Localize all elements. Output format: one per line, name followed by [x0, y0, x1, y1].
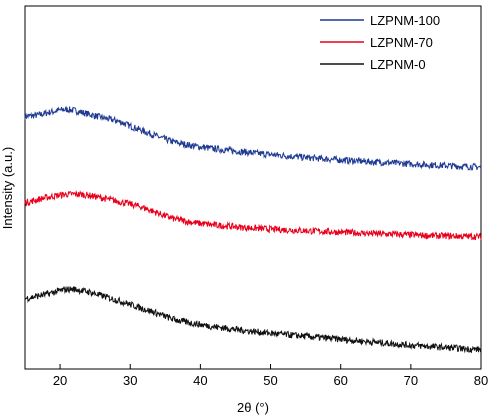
x-tick-label-20: 20	[53, 373, 67, 388]
x-tick-label-30: 30	[123, 373, 137, 388]
series-line-3	[24, 285, 482, 354]
plot-frame	[24, 5, 482, 370]
legend-label-2: LZPNM-70	[370, 35, 433, 50]
legend: LZPNM-100 LZPNM-70 LZPNM-0	[320, 13, 440, 72]
y-axis-title: Intensity (a.u.)	[0, 147, 15, 229]
legend-label-1: LZPNM-100	[370, 13, 440, 28]
x-tick-label-70: 70	[404, 373, 418, 388]
x-tick-label-60: 60	[333, 373, 347, 388]
series-layer	[24, 105, 482, 354]
series-line-1	[24, 105, 482, 171]
legend-label-3: LZPNM-0	[370, 57, 426, 72]
series-line-2	[24, 189, 482, 241]
x-axis-ticks: 20 30 40 50 60 70 80	[53, 364, 488, 388]
x-tick-label-40: 40	[193, 373, 207, 388]
x-tick-label-80: 80	[474, 373, 488, 388]
x-tick-label-50: 50	[263, 373, 277, 388]
x-axis-title: 2θ (°)	[237, 400, 269, 415]
